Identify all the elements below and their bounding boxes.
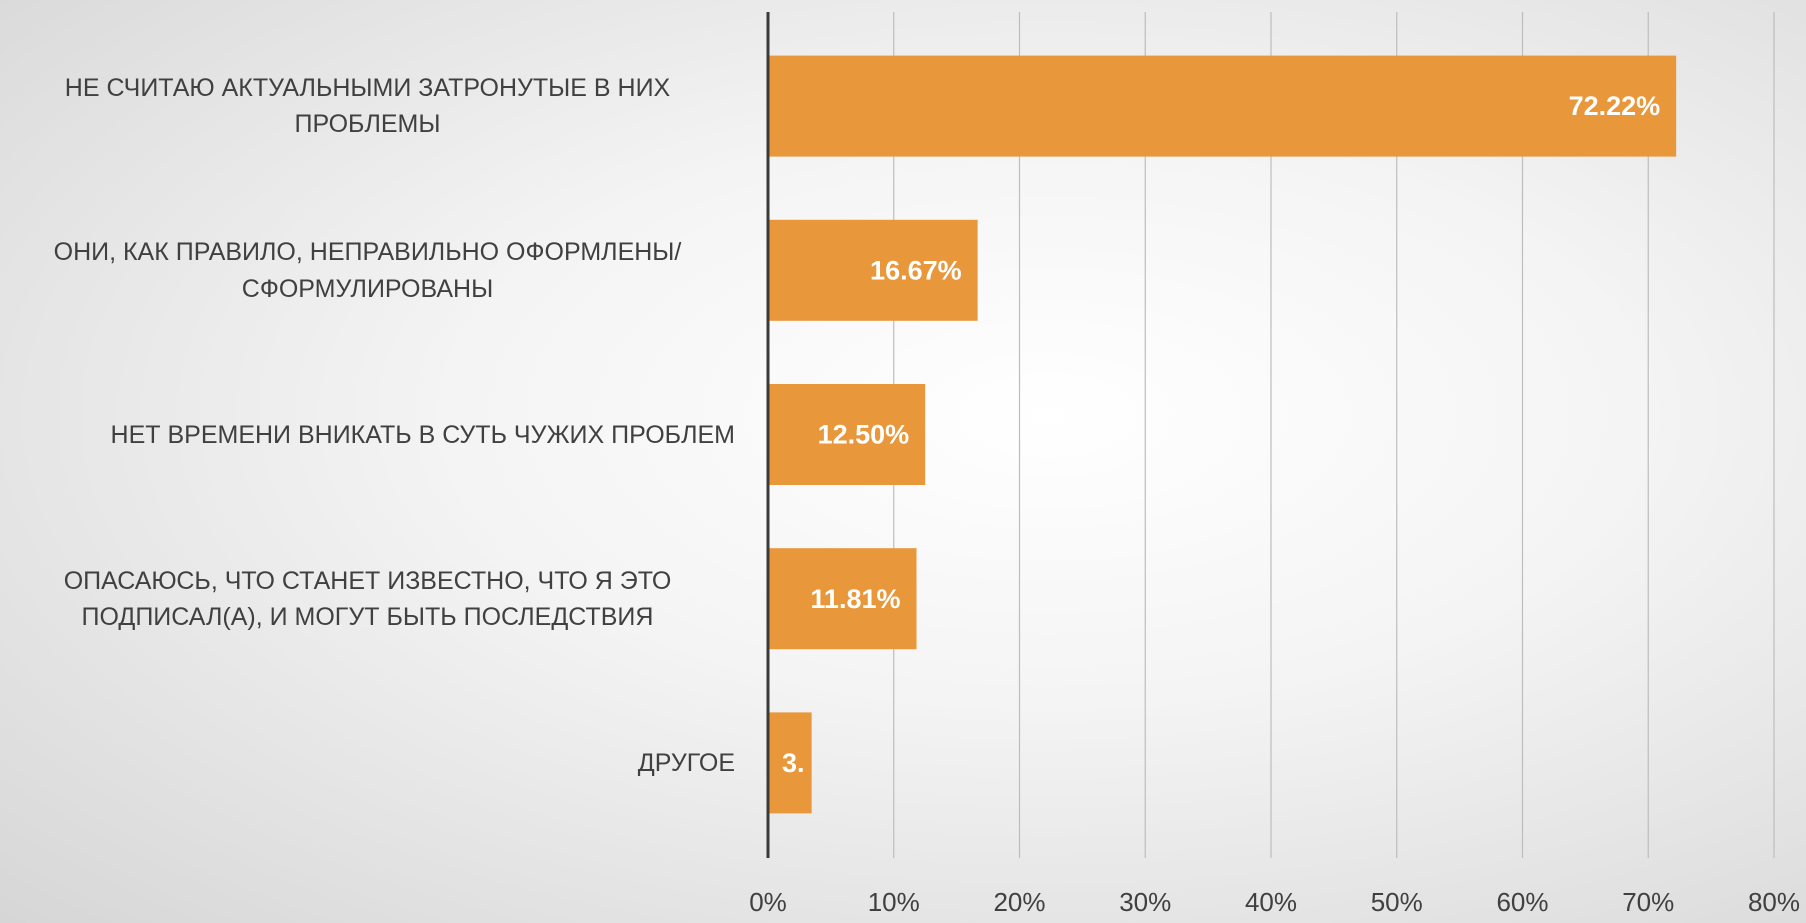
category-text: НЕ СЧИТАЮ АКТУАЛЬНЫМИ ЗАТРОНУТЫЕ В НИХ П…: [64, 73, 671, 139]
category-label: ОНИ, КАК ПРАВИЛО, НЕПРАВИЛЬНО ОФОРМЛЕНЫ/…: [0, 234, 735, 307]
data-label: 3.: [782, 748, 805, 778]
data-label: 16.67%: [870, 255, 962, 285]
bar: [768, 219, 978, 321]
category-label: ОПАСАЮСЬ, ЧТО СТАНЕТ ИЗВЕСТНО, ЧТО Я ЭТО…: [0, 562, 735, 635]
x-tick-label: 30%: [1119, 887, 1171, 917]
x-tick-label: 0%: [749, 887, 787, 917]
category-label: НЕ СЧИТАЮ АКТУАЛЬНЫМИ ЗАТРОНУТЫЕ В НИХ П…: [0, 70, 735, 143]
bar: [768, 712, 812, 814]
x-tick-label: 50%: [1371, 887, 1423, 917]
data-label: 72.22%: [1569, 91, 1661, 121]
x-tick-label: 20%: [993, 887, 1045, 917]
bar: [768, 548, 917, 650]
data-label: 12.50%: [818, 420, 910, 450]
data-label: 11.81%: [810, 584, 900, 614]
category-label: ДРУГОЕ: [0, 745, 735, 781]
category-label: НЕТ ВРЕМЕНИ ВНИКАТЬ В СУТЬ ЧУЖИХ ПРОБЛЕМ: [0, 416, 735, 452]
x-tick-label: 10%: [868, 887, 920, 917]
category-text: ОНИ, КАК ПРАВИЛО, НЕПРАВИЛЬНО ОФОРМЛЕНЫ/…: [53, 238, 682, 303]
bar: [768, 384, 926, 485]
category-text: ОПАСАЮСЬ, ЧТО СТАНЕТ ИЗВЕСТНО, ЧТО Я ЭТО…: [63, 566, 672, 631]
x-tick-label: 70%: [1622, 887, 1674, 917]
bar: [768, 55, 1677, 157]
category-text: ДРУГОЕ: [637, 748, 735, 777]
x-tick-label: 40%: [1245, 887, 1297, 917]
category-text: НЕТ ВРЕМЕНИ ВНИКАТЬ В СУТЬ ЧУЖИХ ПРОБЛЕМ: [110, 420, 735, 449]
x-tick-label: 60%: [1496, 887, 1548, 917]
x-tick-label: 80%: [1748, 887, 1800, 917]
